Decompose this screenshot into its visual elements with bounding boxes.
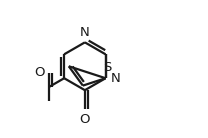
Text: S: S <box>103 61 111 74</box>
Text: O: O <box>80 113 90 126</box>
Text: N: N <box>110 72 120 85</box>
Text: O: O <box>34 66 45 79</box>
Text: N: N <box>80 26 90 39</box>
